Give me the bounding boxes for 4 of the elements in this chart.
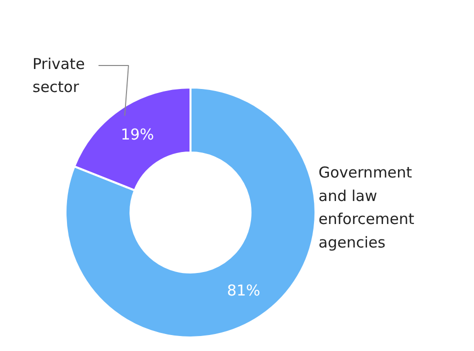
data-label: 81% [226, 282, 260, 300]
slice-label: Private sector [32, 54, 85, 96]
slice-label: Government and law enforcement agencies [318, 163, 414, 252]
data-label: 19% [120, 125, 154, 144]
